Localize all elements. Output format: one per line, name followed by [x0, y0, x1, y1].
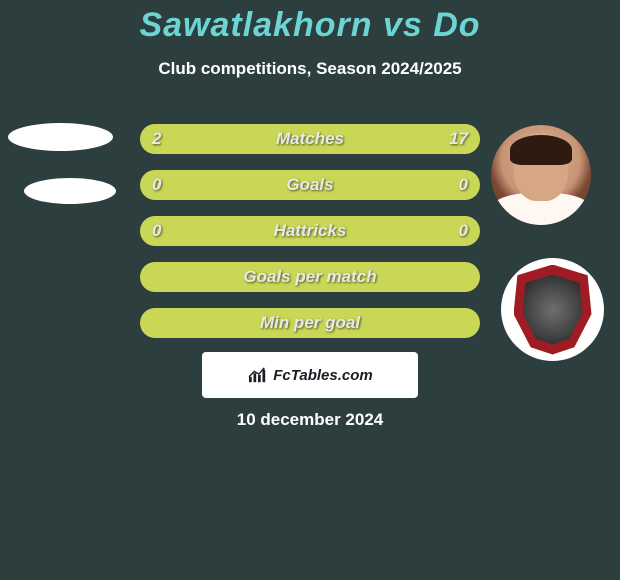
- logo-text: FcTables.com: [273, 367, 372, 384]
- stat-bar-hattricks: 0 Hattricks 0: [140, 216, 480, 246]
- stat-bar-goals: 0 Goals 0: [140, 170, 480, 200]
- stat-left-value: 0: [152, 175, 161, 195]
- club-right-badge: [501, 258, 604, 361]
- player-left-avatar-placeholder-2: [24, 178, 116, 204]
- stat-label: Hattricks: [274, 221, 347, 241]
- stat-label: Goals: [286, 175, 333, 195]
- avatar-hair: [510, 135, 572, 165]
- stat-right-value: 0: [459, 175, 468, 195]
- stat-right-value: 17: [449, 129, 468, 149]
- bar-chart-icon: [247, 366, 269, 384]
- page-title: Sawatlakhorn vs Do: [0, 0, 620, 45]
- stat-left-value: 0: [152, 221, 161, 241]
- stat-right-value: 0: [459, 221, 468, 241]
- widget-root: Sawatlakhorn vs Do Club competitions, Se…: [0, 0, 620, 450]
- stat-bars: 2 Matches 17 0 Goals 0 0 Hattricks 0 Goa…: [140, 124, 480, 354]
- fctables-logo[interactable]: FcTables.com: [202, 352, 418, 398]
- player-left-avatar-placeholder-1: [8, 123, 113, 151]
- stat-left-value: 2: [152, 129, 161, 149]
- subtitle: Club competitions, Season 2024/2025: [0, 59, 620, 79]
- stat-bar-goals-per-match: Goals per match: [140, 262, 480, 292]
- date-text: 10 december 2024: [0, 410, 620, 430]
- stat-label: Matches: [276, 129, 344, 149]
- stat-label: Goals per match: [243, 267, 376, 287]
- stat-bar-min-per-goal: Min per goal: [140, 308, 480, 338]
- stat-bar-matches: 2 Matches 17: [140, 124, 480, 154]
- stat-label: Min per goal: [260, 313, 360, 333]
- club-crest-outer: [514, 265, 592, 355]
- club-crest-inner: [523, 275, 583, 345]
- player-right-avatar: [490, 124, 592, 226]
